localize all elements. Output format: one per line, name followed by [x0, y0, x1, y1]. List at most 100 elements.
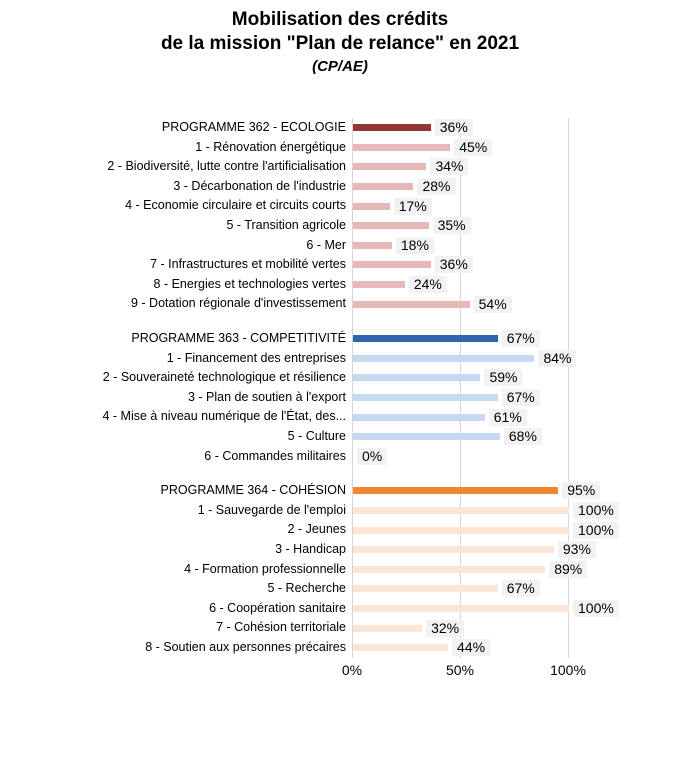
- bar: [353, 526, 569, 534]
- value-label: 68%: [503, 428, 542, 446]
- category-label: 4 - Economie circulaire et circuits cour…: [125, 198, 346, 213]
- category-label: 6 - Mer: [306, 237, 346, 252]
- category-label: 1 - Financement des entreprises: [166, 350, 346, 365]
- item-row: 1 - Rénovation énergétique 45%: [0, 138, 680, 158]
- bar: [353, 354, 535, 362]
- value-label: 93%: [557, 541, 596, 559]
- category-label: 5 - Culture: [287, 429, 346, 443]
- category-label: 8 - Soutien aux personnes précaires: [145, 640, 346, 654]
- value-label: 0%: [357, 447, 388, 465]
- category-label: 4 - Mise à niveau numérique de l'État, d…: [102, 409, 347, 424]
- value-label: 54%: [473, 295, 512, 313]
- bar: [353, 374, 481, 382]
- x-axis-tick-label: 100%: [550, 662, 586, 678]
- value-label: 67%: [501, 580, 540, 598]
- value-label: 100%: [573, 600, 619, 618]
- bar: [353, 124, 431, 132]
- program-row: PROGRAMME 364 - COHÉSION 95%: [0, 481, 680, 501]
- category-label: 7 - Cohésion territoriale: [216, 620, 346, 635]
- value-label: 18%: [395, 236, 434, 254]
- bar: [353, 163, 427, 171]
- bar: [353, 202, 390, 210]
- category-label: PROGRAMME 362 - ECOLOGIE: [161, 120, 346, 134]
- gridline-50: [460, 118, 461, 658]
- item-row: 5 - Culture 68%: [0, 427, 680, 447]
- bar: [353, 433, 500, 441]
- item-row: 6 - Commandes militaires 0%: [0, 447, 680, 467]
- category-label: 2 - Souveraineté technologique et résili…: [102, 370, 346, 385]
- category-label: 5 - Recherche: [267, 581, 346, 596]
- item-row: 5 - Transition agricole 35%: [0, 216, 680, 236]
- category-label: 3 - Handicap: [275, 542, 346, 556]
- item-row: 1 - Financement des entreprises 84%: [0, 349, 680, 369]
- bar: [353, 261, 431, 269]
- value-label: 100%: [573, 521, 619, 539]
- bar: [353, 507, 569, 515]
- value-label: 24%: [408, 276, 447, 294]
- value-label: 59%: [484, 369, 523, 387]
- value-label: 44%: [452, 639, 491, 657]
- x-axis-tick-label: 0%: [341, 662, 363, 678]
- bar: [353, 546, 554, 554]
- value-label: 32%: [426, 619, 465, 637]
- item-row: 8 - Soutien aux personnes précaires 44%: [0, 638, 680, 658]
- value-label: 100%: [573, 502, 619, 520]
- item-row: 7 - Cohésion territoriale 32%: [0, 618, 680, 638]
- item-row: 7 - Infrastructures et mobilité vertes 36…: [0, 255, 680, 275]
- program-row: PROGRAMME 362 - ECOLOGIE 36%: [0, 118, 680, 138]
- item-row: 4 - Mise à niveau numérique de l'État, d…: [0, 407, 680, 427]
- item-row: 5 - Recherche 67%: [0, 579, 680, 599]
- value-label: 84%: [538, 349, 577, 367]
- category-label: 9 - Dotation régionale d'investissement: [130, 296, 346, 311]
- item-row: 4 - Formation professionnelle 89%: [0, 560, 680, 580]
- gridline-0: [352, 118, 353, 658]
- category-label: 4 - Formation professionnelle: [184, 561, 346, 576]
- item-row: 2 - Souveraineté technologique et résili…: [0, 368, 680, 388]
- bar: [353, 413, 485, 421]
- chart-title-line1: Mobilisation des crédits: [231, 9, 449, 30]
- value-label: 28%: [417, 178, 456, 196]
- item-row: 2 - Jeunes 100%: [0, 520, 680, 540]
- bar: [353, 143, 451, 151]
- program-row: PROGRAMME 363 - COMPETITIVITÉ 67%: [0, 329, 680, 349]
- value-label: 89%: [549, 560, 588, 578]
- category-label: 3 - Plan de soutien à l'export: [187, 389, 346, 404]
- category-label: 6 - Coopération sanitaire: [209, 600, 346, 615]
- value-label: 36%: [434, 119, 473, 137]
- category-label: 7 - Infrastructures et mobilité vertes: [150, 257, 346, 272]
- value-label: 34%: [430, 158, 469, 176]
- value-label: 67%: [501, 330, 540, 348]
- bar: [353, 335, 498, 343]
- item-row: 1 - Sauvegarde de l'emploi 100%: [0, 501, 680, 521]
- value-label: 36%: [434, 256, 473, 274]
- bar: [353, 222, 429, 230]
- category-label: 3 - Décarbonation de l'industrie: [173, 178, 346, 193]
- bar: [353, 565, 546, 573]
- chart-subtitle: (CP/AE): [312, 58, 368, 75]
- bar: [353, 281, 405, 289]
- category-label: 6 - Commandes militaires: [204, 448, 346, 463]
- category-label: 2 - Biodiversité, lutte contre l'artific…: [107, 159, 346, 174]
- value-label: 17%: [393, 197, 432, 215]
- bar: [353, 624, 423, 632]
- category-label: PROGRAMME 363 - COMPETITIVITÉ: [131, 331, 346, 345]
- bar: [353, 605, 569, 613]
- value-label: 61%: [488, 408, 527, 426]
- item-row: 8 - Energies et technologies vertes 24%: [0, 275, 680, 295]
- chart-title: Mobilisation des crédits de la mission "…: [0, 8, 680, 78]
- item-row: 9 - Dotation régionale d'investissement 5…: [0, 294, 680, 314]
- bar: [353, 487, 559, 495]
- bar: [353, 644, 449, 652]
- category-label: 1 - Sauvegarde de l'emploi: [197, 502, 346, 517]
- item-row: 3 - Plan de soutien à l'export 67%: [0, 388, 680, 408]
- bar: [353, 394, 498, 402]
- bar: [353, 183, 414, 191]
- category-label: 2 - Jeunes: [287, 522, 346, 537]
- gridline-100: [568, 118, 569, 658]
- category-label: 5 - Transition agricole: [226, 218, 346, 232]
- item-row: 3 - Handicap 93%: [0, 540, 680, 560]
- item-row: 6 - Mer 18%: [0, 236, 680, 256]
- item-row: 3 - Décarbonation de l'industrie 28%: [0, 177, 680, 197]
- item-row: 2 - Biodiversité, lutte contre l'artific…: [0, 157, 680, 177]
